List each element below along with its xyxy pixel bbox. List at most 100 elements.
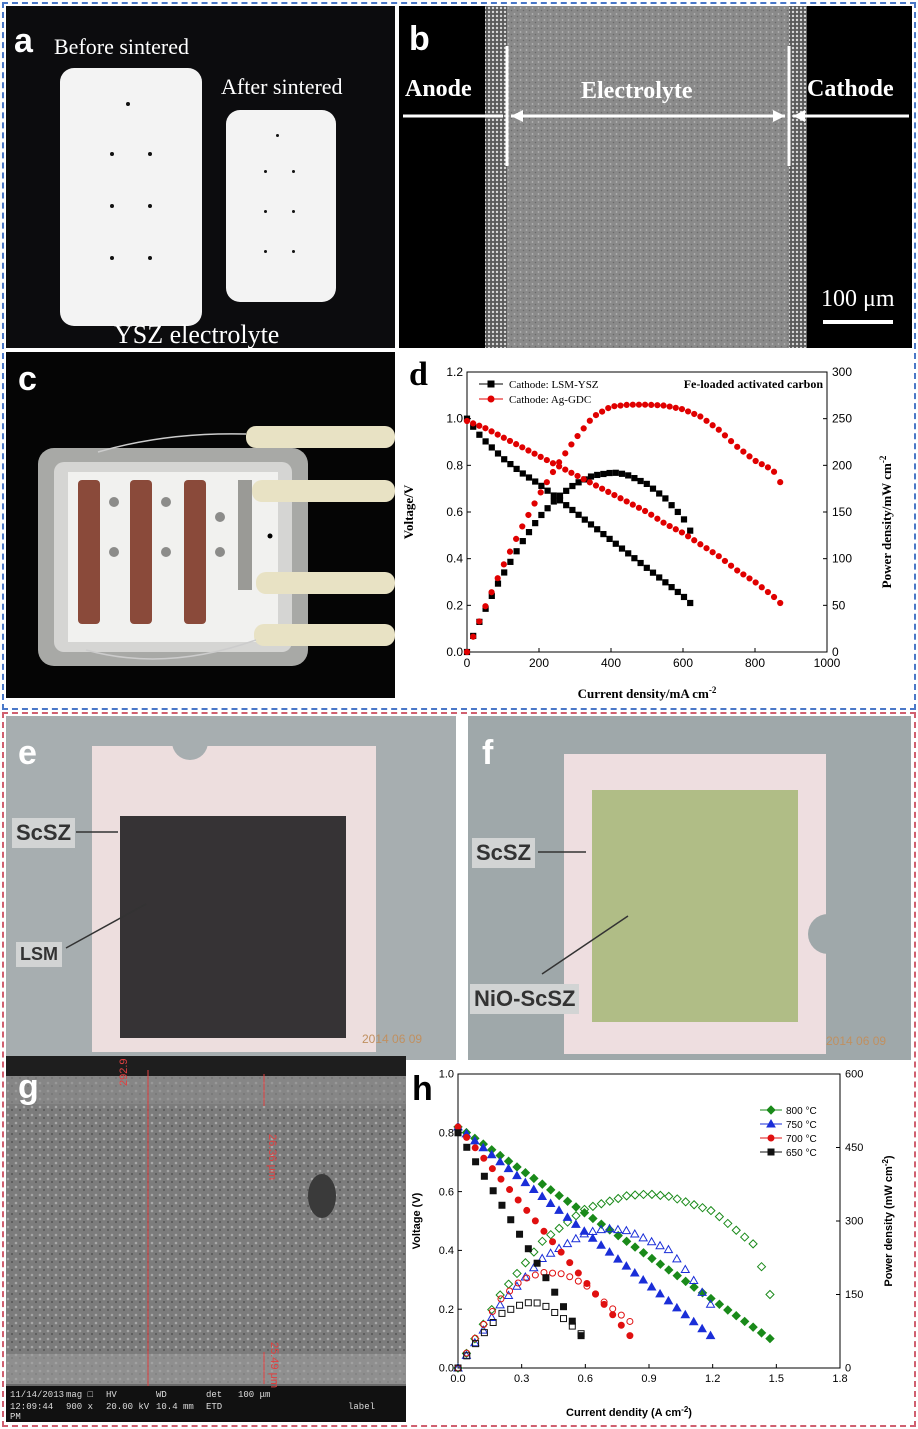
voltage-point (672, 1270, 682, 1281)
power-point (637, 477, 644, 485)
voltage-point (480, 1154, 488, 1162)
voltage-point (621, 1236, 632, 1247)
power-point (476, 618, 483, 625)
power-point (523, 1274, 531, 1282)
power-point (557, 1270, 565, 1278)
y-tick-label: 1.0 (446, 412, 463, 426)
power-point (621, 1191, 632, 1201)
voltage-point (554, 1190, 564, 1201)
y-tick-label: 0.4 (439, 1245, 454, 1257)
voltage-point (613, 1254, 623, 1263)
power-point (533, 1299, 541, 1307)
power-point (731, 1225, 741, 1235)
power-point (605, 1196, 615, 1206)
x-tick-label: 1000 (814, 656, 841, 670)
legend-marker (766, 1118, 776, 1128)
voltage-point (577, 1332, 585, 1340)
voltage-point (524, 1245, 532, 1253)
y-tick-label: 0.2 (446, 598, 463, 612)
y2-tick-label: 50 (832, 598, 846, 612)
power-point (672, 1253, 682, 1263)
power-point (471, 1334, 479, 1342)
power-point (765, 1289, 775, 1300)
voltage-point (574, 472, 581, 480)
power-point (613, 1193, 623, 1204)
y-tick-label: 0.0 (446, 645, 463, 659)
x-tick-label: 200 (529, 656, 549, 670)
nio-scsz-tag: NiO-ScSZ (470, 984, 580, 1014)
voltage-point (756, 1328, 767, 1338)
voltage-point (570, 1219, 581, 1228)
power-point (575, 479, 582, 486)
power-point (520, 1258, 531, 1268)
voltage-point (586, 479, 593, 486)
power-point (600, 1298, 608, 1306)
power-point (588, 1201, 598, 1212)
power-point (594, 471, 601, 479)
power-point (638, 1189, 649, 1200)
power-point (649, 485, 657, 492)
power-point (506, 1287, 514, 1295)
x-tick-label: 1.5 (769, 1373, 784, 1385)
voltage-point (655, 1288, 665, 1298)
power-point (480, 1329, 488, 1337)
legend-label: 700 °C (786, 1134, 817, 1145)
power-point (562, 450, 569, 457)
voltage-point (482, 438, 489, 445)
power-point (542, 1302, 550, 1310)
voltage-point (714, 1299, 725, 1309)
power-point (583, 1282, 591, 1290)
voltage-point (609, 1311, 617, 1319)
voltage-point (488, 444, 495, 451)
voltage-point (531, 1217, 539, 1225)
voltage-point (512, 1162, 522, 1172)
power-point (623, 401, 630, 409)
voltage-point (537, 453, 544, 460)
voltage-point (596, 1219, 607, 1229)
voltage-point (495, 1156, 505, 1166)
power-point (618, 470, 626, 477)
voltage-point (626, 1332, 634, 1340)
power-point (596, 1224, 606, 1234)
voltage-point (503, 1163, 514, 1173)
voltage-point (672, 1302, 682, 1312)
voltage-point (507, 1216, 515, 1224)
power-point (668, 502, 675, 509)
voltage-point (525, 474, 533, 481)
power-point (463, 648, 471, 656)
voltage-point (513, 465, 520, 473)
plot-frame (457, 1073, 841, 1369)
power-point (635, 401, 643, 408)
x-tick-label: 800 (745, 656, 765, 670)
chart-annotation: Fe-loaded activated carbon (684, 377, 824, 391)
voltage-point (596, 1240, 606, 1249)
power-point (605, 405, 612, 412)
voltage-point (672, 526, 679, 533)
power-point (503, 1290, 514, 1299)
voltage-point (569, 506, 576, 514)
power-point (556, 492, 564, 499)
voltage-point (697, 541, 704, 548)
power-point (592, 412, 600, 419)
power-point (531, 1271, 539, 1279)
voltage-point (494, 431, 501, 438)
voltage-point (554, 1205, 564, 1214)
thickness-measure-top: 26.36 μm (266, 1134, 278, 1181)
voltage-point (599, 485, 606, 492)
thickness-measure-total: 292.9 μm (118, 1056, 130, 1086)
voltage-point (501, 456, 508, 463)
legend-marker (767, 1134, 775, 1142)
power-point (495, 1299, 505, 1309)
voltage-point (617, 1321, 625, 1329)
voltage-point (580, 476, 587, 483)
voltage-point (519, 470, 526, 477)
voltage-point (519, 444, 526, 451)
power-point (678, 406, 686, 413)
voltage-point (727, 562, 735, 569)
panel-label: b (409, 20, 430, 58)
voltage-point (638, 1274, 649, 1284)
power-point (519, 538, 526, 545)
voltage-point (562, 1196, 573, 1207)
y2-axis-label: Power density/mW cm-2 (878, 455, 894, 588)
power-point (537, 489, 544, 496)
